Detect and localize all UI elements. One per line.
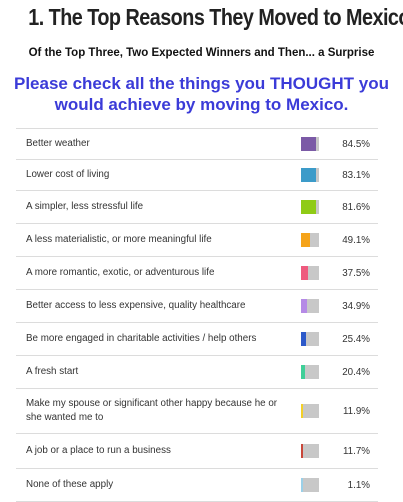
bar: [301, 332, 306, 346]
category-label: A job or a place to run a business: [26, 445, 171, 456]
category-label: None of these apply: [26, 479, 114, 490]
bar: [301, 404, 304, 418]
bar-track: [301, 168, 319, 182]
bar: [301, 137, 317, 151]
bar: [301, 478, 303, 492]
bar-track: [301, 444, 319, 458]
value-label: 1.1%: [347, 479, 370, 491]
value-label: 25.4%: [342, 333, 370, 345]
bar-track: [301, 404, 319, 418]
category-label: A more romantic, exotic, or adventurous …: [26, 267, 215, 278]
value-label: 34.9%: [342, 300, 370, 312]
category-label: A less materialistic, or more meaningful…: [26, 234, 212, 245]
bar-row: Be more engaged in charitable activities…: [16, 322, 378, 355]
bar-row: A fresh start 20.4%: [16, 355, 378, 388]
bar-track: [301, 478, 319, 492]
bar-track: [301, 332, 319, 346]
survey-question: Please check all the things you THOUGHT …: [13, 74, 390, 114]
results-table: Better weather 84.5% Lower cost of living 8…: [16, 128, 378, 502]
bar-row: A less materialistic, or more meaningful…: [16, 223, 378, 256]
category-label: A simpler, less stressful life: [26, 201, 144, 212]
category-label: Better access to less expensive, quality…: [26, 300, 246, 311]
value-label: 37.5%: [342, 267, 370, 279]
bar: [301, 266, 308, 280]
value-label: 20.4%: [342, 366, 370, 378]
value-label: 11.7%: [342, 445, 370, 457]
category-label: Be more engaged in charitable activities…: [26, 333, 257, 344]
bar: [301, 233, 310, 247]
bar: [301, 444, 304, 458]
bar-row: None of these apply 1.1%: [16, 468, 378, 502]
chart-subtitle: Of the Top Three, Two Expected Winners a…: [28, 47, 375, 59]
bar-row: Make my spouse or significant other happ…: [16, 388, 378, 433]
value-label: 83.1%: [342, 169, 370, 181]
category-label: Lower cost of living: [26, 169, 110, 180]
value-label: 84.5%: [342, 138, 370, 150]
bar: [301, 365, 305, 379]
value-label: 49.1%: [342, 234, 370, 246]
bar-track: [301, 365, 319, 379]
bar-track: [301, 266, 319, 280]
bar: [301, 168, 316, 182]
bar-row: Better weather 84.5%: [16, 128, 378, 159]
bar-track: [301, 299, 319, 313]
bar-row: A more romantic, exotic, or adventurous …: [16, 256, 378, 289]
bar-track: [301, 200, 319, 214]
category-label: Make my spouse or significant other happ…: [26, 398, 278, 423]
bar: [301, 299, 308, 313]
bar-row: Better access to less expensive, quality…: [16, 289, 378, 322]
bar-row: A job or a place to run a business 11.7%: [16, 433, 378, 468]
category-label: Better weather: [26, 138, 90, 149]
chart-title: 1. The Top Reasons They Moved to Mexico: [28, 4, 403, 30]
value-label: 11.9%: [342, 405, 370, 417]
bar-track: [301, 233, 319, 247]
category-label: A fresh start: [26, 366, 79, 377]
bar-row: Lower cost of living 83.1%: [16, 159, 378, 190]
value-label: 81.6%: [342, 201, 370, 213]
bar: [301, 200, 316, 214]
bar-track: [301, 137, 319, 151]
bar-row: A simpler, less stressful life 81.6%: [16, 190, 378, 223]
